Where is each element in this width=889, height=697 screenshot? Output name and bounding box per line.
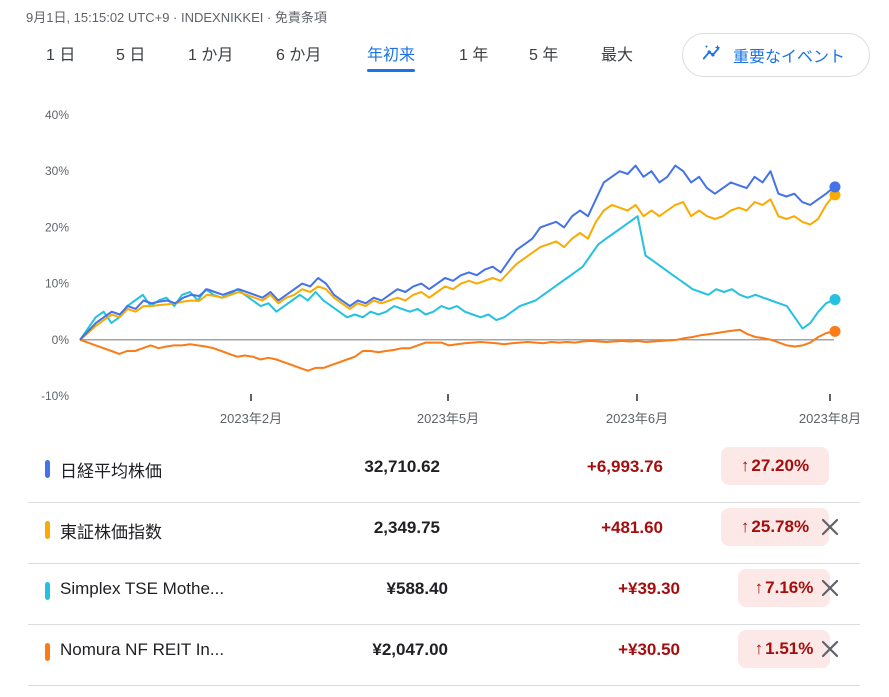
series-color-swatch — [45, 521, 50, 539]
percent-change-badge: ↑ 27.20% — [721, 447, 829, 485]
tab-max[interactable]: 最大 — [601, 47, 634, 64]
x-tick-label: 2023年8月 — [799, 411, 861, 426]
percent-change-value: 1.51% — [765, 639, 814, 658]
tab-1m[interactable]: 1 か月 — [188, 47, 234, 64]
instrument-name: 日経平均株価 — [60, 462, 162, 481]
quote-meta: 9月1日, 15:15:02 UTC+9 · INDEXNIKKEI · 免責条… — [26, 10, 327, 25]
tab-ytd[interactable]: 年初来 — [367, 44, 416, 74]
row-divider — [28, 685, 860, 686]
tab-1d[interactable]: 1 日 — [46, 47, 76, 64]
series-end-marker — [829, 325, 841, 337]
key-events-button[interactable]: 重要なイベント — [682, 33, 870, 77]
row-divider — [28, 502, 860, 503]
series-end-marker — [829, 189, 841, 201]
x-tick-label: 2023年6月 — [606, 411, 668, 426]
instrument-name: Simplex TSE Mothe... — [60, 579, 225, 598]
x-tick-label: 2023年2月 — [220, 411, 282, 426]
instrument-price: 32,710.62 — [364, 457, 440, 476]
row-divider — [28, 624, 860, 625]
instrument-price: ¥2,047.00 — [372, 640, 448, 659]
y-tick-label: 30% — [45, 164, 69, 178]
close-icon — [821, 640, 839, 658]
close-icon — [821, 518, 839, 536]
series-color-swatch — [45, 460, 50, 478]
percent-change-value: 27.20% — [751, 456, 810, 475]
remove-comparison-button[interactable] — [818, 637, 842, 661]
series-end-marker — [829, 294, 841, 306]
y-tick-label: -10% — [41, 389, 69, 403]
arrow-up-icon: ↑ — [740, 517, 750, 536]
series-line — [79, 194, 835, 341]
y-tick-label: 10% — [45, 277, 69, 291]
series-line — [79, 164, 835, 341]
y-tick-label: 0% — [52, 333, 70, 347]
tab-5d[interactable]: 5 日 — [116, 47, 146, 64]
percent-change-badge: ↑ 1.51% — [738, 630, 830, 668]
series-end-marker — [829, 181, 841, 193]
arrow-up-icon: ↑ — [754, 639, 764, 658]
close-icon — [821, 579, 839, 597]
tab-5y[interactable]: 5 年 — [529, 47, 559, 64]
y-tick-label: 20% — [45, 220, 69, 234]
series-color-swatch — [45, 643, 50, 661]
series-color-swatch — [45, 582, 50, 600]
list-item[interactable]: 東証株価指数 2,349.75 +481.60 ↑ 25.78% — [28, 504, 860, 564]
remove-comparison-button[interactable] — [818, 515, 842, 539]
insights-icon — [701, 42, 723, 69]
percent-change-value: 7.16% — [765, 578, 814, 597]
percent-change-badge: ↑ 7.16% — [738, 569, 830, 607]
instrument-change: +481.60 — [601, 518, 663, 537]
instrument-name: 東証株価指数 — [60, 523, 162, 542]
key-events-label: 重要なイベント — [733, 49, 846, 66]
percent-change-badge: ↑ 25.78% — [721, 508, 829, 546]
list-item[interactable]: 日経平均株価 32,710.62 +6,993.76 ↑ 27.20% — [28, 443, 860, 503]
instrument-name: Nomura NF REIT In... — [60, 640, 225, 659]
instrument-change: +¥30.50 — [618, 640, 680, 659]
x-tick-label: 2023年5月 — [417, 411, 479, 426]
instrument-change: +¥39.30 — [618, 579, 680, 598]
tab-1y[interactable]: 1 年 — [459, 47, 489, 64]
arrow-up-icon: ↑ — [754, 578, 764, 597]
y-tick-label: 40% — [45, 108, 69, 122]
percent-change-value: 25.78% — [751, 517, 810, 536]
series-line — [79, 328, 835, 372]
instrument-price: ¥588.40 — [386, 579, 448, 598]
row-divider — [28, 563, 860, 564]
range-tabs: 1 日 5 日 1 か月 6 か月 年初来 1 年 5 年 最大 — [0, 44, 889, 74]
list-item[interactable]: Nomura NF REIT In... ¥2,047.00 +¥30.50 ↑ 1.5… — [28, 626, 860, 686]
tab-6m[interactable]: 6 か月 — [276, 47, 322, 64]
arrow-up-icon: ↑ — [740, 456, 750, 475]
price-chart[interactable]: 40% 30% 20% 10% 0% -10% 2023年2月 2023年5月 2023年6月 2… — [0, 95, 889, 430]
remove-comparison-button[interactable] — [818, 576, 842, 600]
instrument-change: +6,993.76 — [586, 457, 663, 476]
list-item[interactable]: Simplex TSE Mothe... ¥588.40 +¥39.30 ↑ 7.16% — [28, 565, 860, 625]
instrument-price: 2,349.75 — [373, 518, 440, 537]
